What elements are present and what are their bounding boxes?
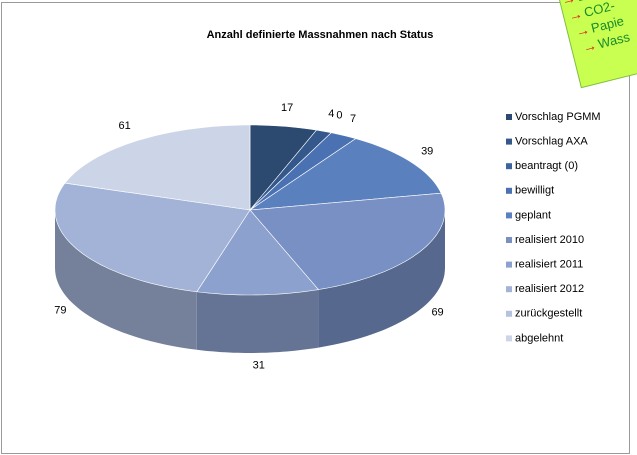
legend-swatch	[506, 212, 512, 219]
data-label: 17	[281, 102, 293, 114]
data-label: 61	[119, 120, 131, 132]
legend-label: zurückgestellt	[515, 308, 582, 320]
slice-side	[196, 289, 319, 353]
data-label: 39	[421, 145, 433, 157]
data-label: 31	[253, 360, 265, 372]
data-label: 7	[350, 113, 356, 125]
slice	[54, 182, 251, 293]
slice	[249, 132, 357, 211]
legend-label: bewilligt	[515, 185, 554, 197]
legend-label: realisiert 2010	[515, 234, 584, 246]
sticky-note: →Energ→CO2-→Papie→Wass	[556, 0, 637, 89]
legend-label: Vorschlag PGMM	[515, 111, 601, 123]
note-arrow: →	[581, 37, 598, 56]
legend-label: realisiert 2012	[515, 283, 584, 295]
chart-title: Anzahl definierte Massnahmen nach Status	[207, 29, 434, 41]
data-label: 79	[54, 305, 66, 317]
legend-label: geplant	[515, 209, 551, 221]
note-arrow: →	[560, 0, 577, 8]
data-label: 0	[336, 110, 342, 122]
note-arrow: →	[567, 5, 584, 24]
slice	[64, 124, 251, 211]
slice-side	[318, 210, 445, 348]
legend-swatch	[506, 163, 512, 170]
note-paper	[556, 0, 637, 89]
slice	[196, 209, 319, 296]
legend-swatch	[506, 261, 512, 268]
legend-swatch	[506, 335, 512, 342]
legend-swatch	[506, 310, 512, 317]
slice-side	[55, 210, 197, 350]
legend-swatch	[506, 286, 512, 293]
slice	[249, 124, 318, 211]
legend-swatch	[506, 187, 512, 194]
legend-label: abgelehnt	[515, 332, 563, 344]
legend-swatch	[506, 237, 512, 243]
slice	[248, 138, 442, 211]
legend-swatch	[506, 138, 512, 145]
slice	[249, 192, 446, 290]
legend-swatch	[506, 114, 512, 120]
note-arrow: →	[574, 21, 591, 40]
legend-label: beantragt (0)	[515, 160, 578, 172]
data-label: 4	[328, 108, 334, 120]
legend-label: realisiert 2011	[515, 259, 583, 271]
data-label: 69	[431, 306, 443, 318]
legend-label: Vorschlag AXA	[515, 136, 588, 148]
